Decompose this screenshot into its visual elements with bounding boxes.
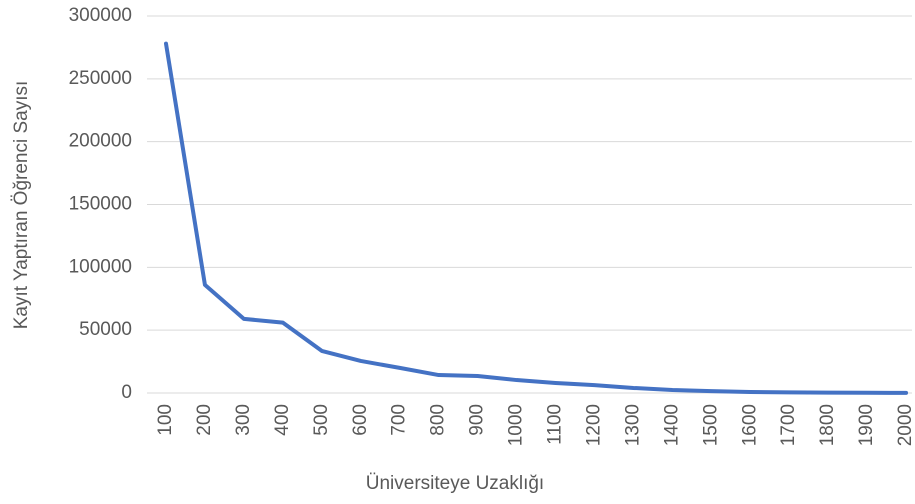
x-tick-label: 1700 xyxy=(778,404,799,446)
x-tick-label: 1900 xyxy=(856,404,877,446)
x-tick-label: 1000 xyxy=(506,404,527,446)
x-tick-label: 1300 xyxy=(622,404,643,446)
x-tick-label: 100 xyxy=(155,404,176,436)
x-tick-label: 900 xyxy=(467,404,488,436)
x-tick-label: 300 xyxy=(233,404,254,436)
y-tick-label: 150000 xyxy=(69,194,132,215)
y-tick-label: 200000 xyxy=(69,131,132,152)
y-tick-label: 50000 xyxy=(79,319,132,340)
x-tick-label: 600 xyxy=(350,404,371,436)
x-axis-title: Üniversiteye Uzaklığı xyxy=(366,473,544,494)
x-tick-label: 1800 xyxy=(817,404,838,446)
x-tick-label: 200 xyxy=(194,404,215,436)
y-tick-label: 0 xyxy=(121,382,132,403)
y-axis-title: Kayıt Yaptıran Öğrenci Sayısı xyxy=(11,81,32,330)
x-tick-label: 1500 xyxy=(700,404,721,446)
x-tick-label: 1600 xyxy=(739,404,760,446)
x-tick-label: 1200 xyxy=(583,404,604,446)
x-tick-label: 500 xyxy=(311,404,332,436)
y-tick-label: 100000 xyxy=(69,256,132,277)
x-tick-label: 2000 xyxy=(895,404,915,446)
data-line xyxy=(164,41,909,395)
x-tick-label: 700 xyxy=(389,404,410,436)
x-tick-label: 400 xyxy=(272,404,293,436)
x-tick-label: 1100 xyxy=(545,404,566,445)
y-tick-label: 300000 xyxy=(69,5,132,26)
x-tick-label: 800 xyxy=(428,404,449,436)
y-tick-label: 250000 xyxy=(69,68,132,89)
x-tick-label: 1400 xyxy=(661,404,682,446)
